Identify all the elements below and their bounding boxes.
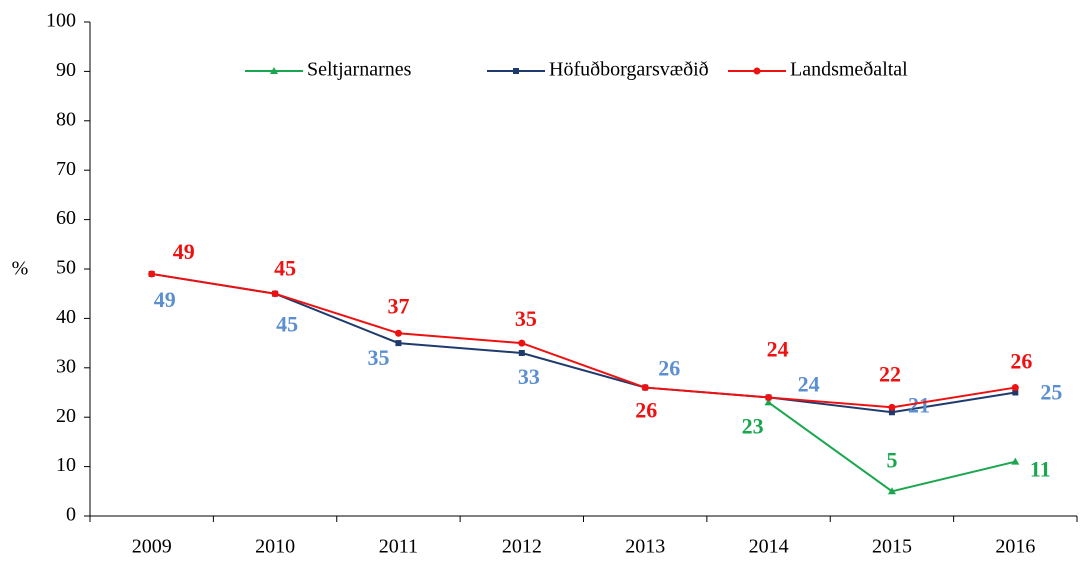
legend-label: Seltjarnarnes	[307, 59, 412, 81]
legend-label: Landsmeðaltal	[790, 59, 908, 81]
y-tick-label: 0	[66, 504, 76, 526]
y-tick-label: 10	[56, 454, 76, 476]
data-point	[1011, 384, 1019, 392]
data-label: 26	[635, 398, 657, 423]
data-label: 35	[367, 345, 389, 370]
data-label: 26	[1010, 349, 1032, 374]
data-point	[641, 384, 649, 392]
legend-marker	[513, 68, 519, 74]
y-tick-label: 80	[56, 108, 76, 130]
data-label: 24	[767, 336, 789, 361]
data-point	[518, 339, 526, 347]
x-tick-label: 2010	[255, 536, 295, 558]
data-point	[518, 349, 525, 356]
data-label: 21	[908, 392, 930, 417]
data-label: 45	[274, 256, 296, 281]
legend-marker	[753, 67, 761, 75]
y-tick-label: 60	[56, 207, 76, 229]
data-point	[764, 398, 773, 406]
x-tick-label: 2011	[379, 536, 418, 558]
data-label: 11	[1030, 457, 1051, 482]
data-point	[888, 403, 896, 411]
y-tick-label: 40	[56, 306, 76, 328]
series-line	[151, 272, 1016, 409]
data-label: 33	[518, 364, 540, 389]
y-tick-label: 70	[56, 158, 76, 180]
data-point	[1012, 389, 1019, 396]
x-tick-label: 2016	[995, 536, 1035, 558]
data-label: 49	[173, 239, 195, 264]
x-tick-label: 2015	[872, 536, 912, 558]
legend-label: Höfuðborgarsvæðið	[549, 59, 709, 81]
x-tick-label: 2009	[132, 536, 172, 558]
data-label: 5	[886, 447, 897, 472]
data-point	[1011, 457, 1020, 465]
data-point	[148, 270, 156, 278]
y-tick-label: 30	[56, 355, 76, 377]
y-axis-label: %	[12, 258, 29, 280]
data-label: 49	[154, 287, 176, 312]
series-line	[151, 272, 1016, 414]
data-label: 45	[276, 312, 298, 337]
y-tick-label: 90	[56, 59, 76, 81]
data-label: 26	[658, 356, 680, 381]
data-label: 24	[798, 371, 820, 396]
x-tick-label: 2012	[502, 536, 542, 558]
y-tick-label: 20	[56, 405, 76, 427]
y-tick-label: 100	[46, 10, 76, 32]
x-tick-label: 2013	[625, 536, 665, 558]
data-point	[271, 290, 279, 298]
data-point	[394, 329, 402, 337]
y-tick-label: 50	[56, 257, 76, 279]
data-label: 37	[387, 293, 409, 318]
data-label: 23	[742, 413, 764, 438]
data-label: 35	[515, 306, 537, 331]
legend-marker	[270, 67, 278, 74]
data-point	[887, 487, 896, 495]
data-point	[888, 409, 895, 416]
data-label: 22	[879, 361, 901, 386]
data-label: 25	[1040, 380, 1062, 405]
x-tick-label: 2014	[749, 536, 789, 558]
data-point	[765, 393, 773, 401]
data-point	[395, 340, 402, 347]
